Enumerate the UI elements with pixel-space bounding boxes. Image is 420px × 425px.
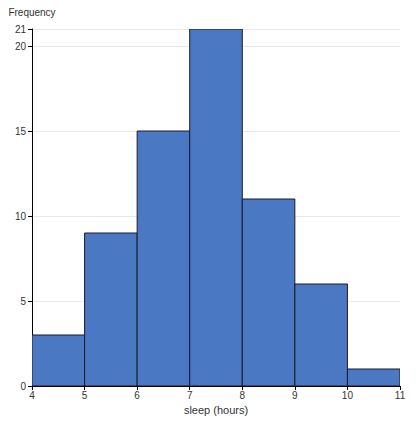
svg-text:15: 15 xyxy=(15,126,27,137)
svg-text:sleep (hours): sleep (hours) xyxy=(184,404,248,416)
svg-text:7: 7 xyxy=(187,390,193,401)
svg-text:0: 0 xyxy=(20,381,26,392)
svg-text:4: 4 xyxy=(29,390,35,401)
svg-text:11: 11 xyxy=(395,390,406,401)
svg-text:10: 10 xyxy=(15,211,27,222)
svg-text:20: 20 xyxy=(15,41,27,52)
svg-text:Frequency: Frequency xyxy=(8,7,55,18)
svg-text:6: 6 xyxy=(134,390,140,401)
svg-text:21: 21 xyxy=(15,24,27,35)
svg-text:8: 8 xyxy=(240,390,246,401)
svg-text:10: 10 xyxy=(342,390,354,401)
svg-text:5: 5 xyxy=(82,390,88,401)
svg-text:5: 5 xyxy=(20,296,26,307)
svg-text:9: 9 xyxy=(292,390,298,401)
